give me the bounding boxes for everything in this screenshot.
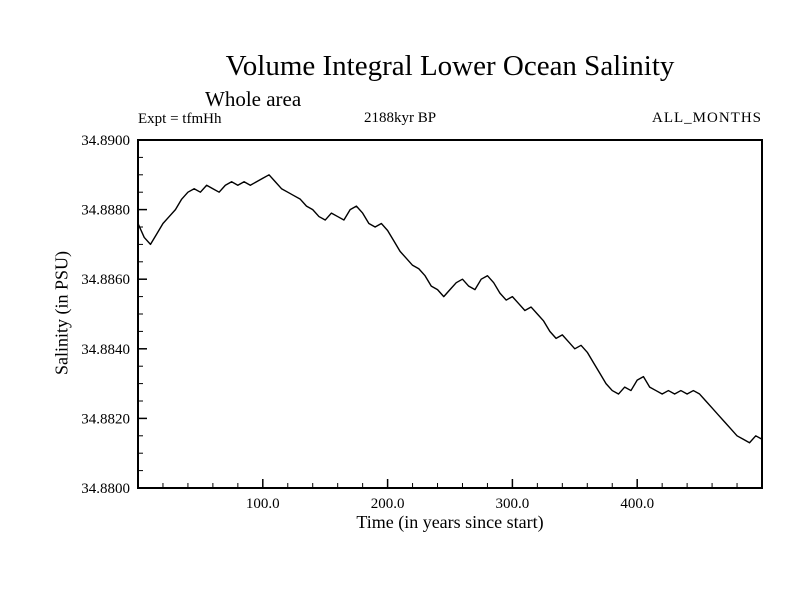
y-tick-label: 34.8840 [81,342,130,358]
x-tick-label: 400.0 [620,496,654,512]
plot-frame [137,139,763,489]
x-axis-title: Time (in years since start) [356,512,544,532]
y-tick-label: 34.8860 [81,272,130,288]
months-label: ALL_MONTHS [652,110,762,126]
y-tick-label: 34.8820 [81,411,130,427]
y-tick-label: 34.8900 [81,133,130,149]
x-tick-label: 100.0 [246,496,280,512]
experiment-label: Expt = tfmHh [138,111,222,127]
chart-title: Volume Integral Lower Ocean Salinity [225,50,675,82]
salinity-line [137,174,763,444]
x-tick-label: 300.0 [496,496,530,512]
x-tick-label: 200.0 [371,496,405,512]
chart-subtitle: Whole area [205,87,302,111]
time-bp-label: 2188kyr BP [363,110,437,126]
y-tick-label: 34.8800 [81,481,130,497]
y-tick-label: 34.8880 [81,203,130,219]
